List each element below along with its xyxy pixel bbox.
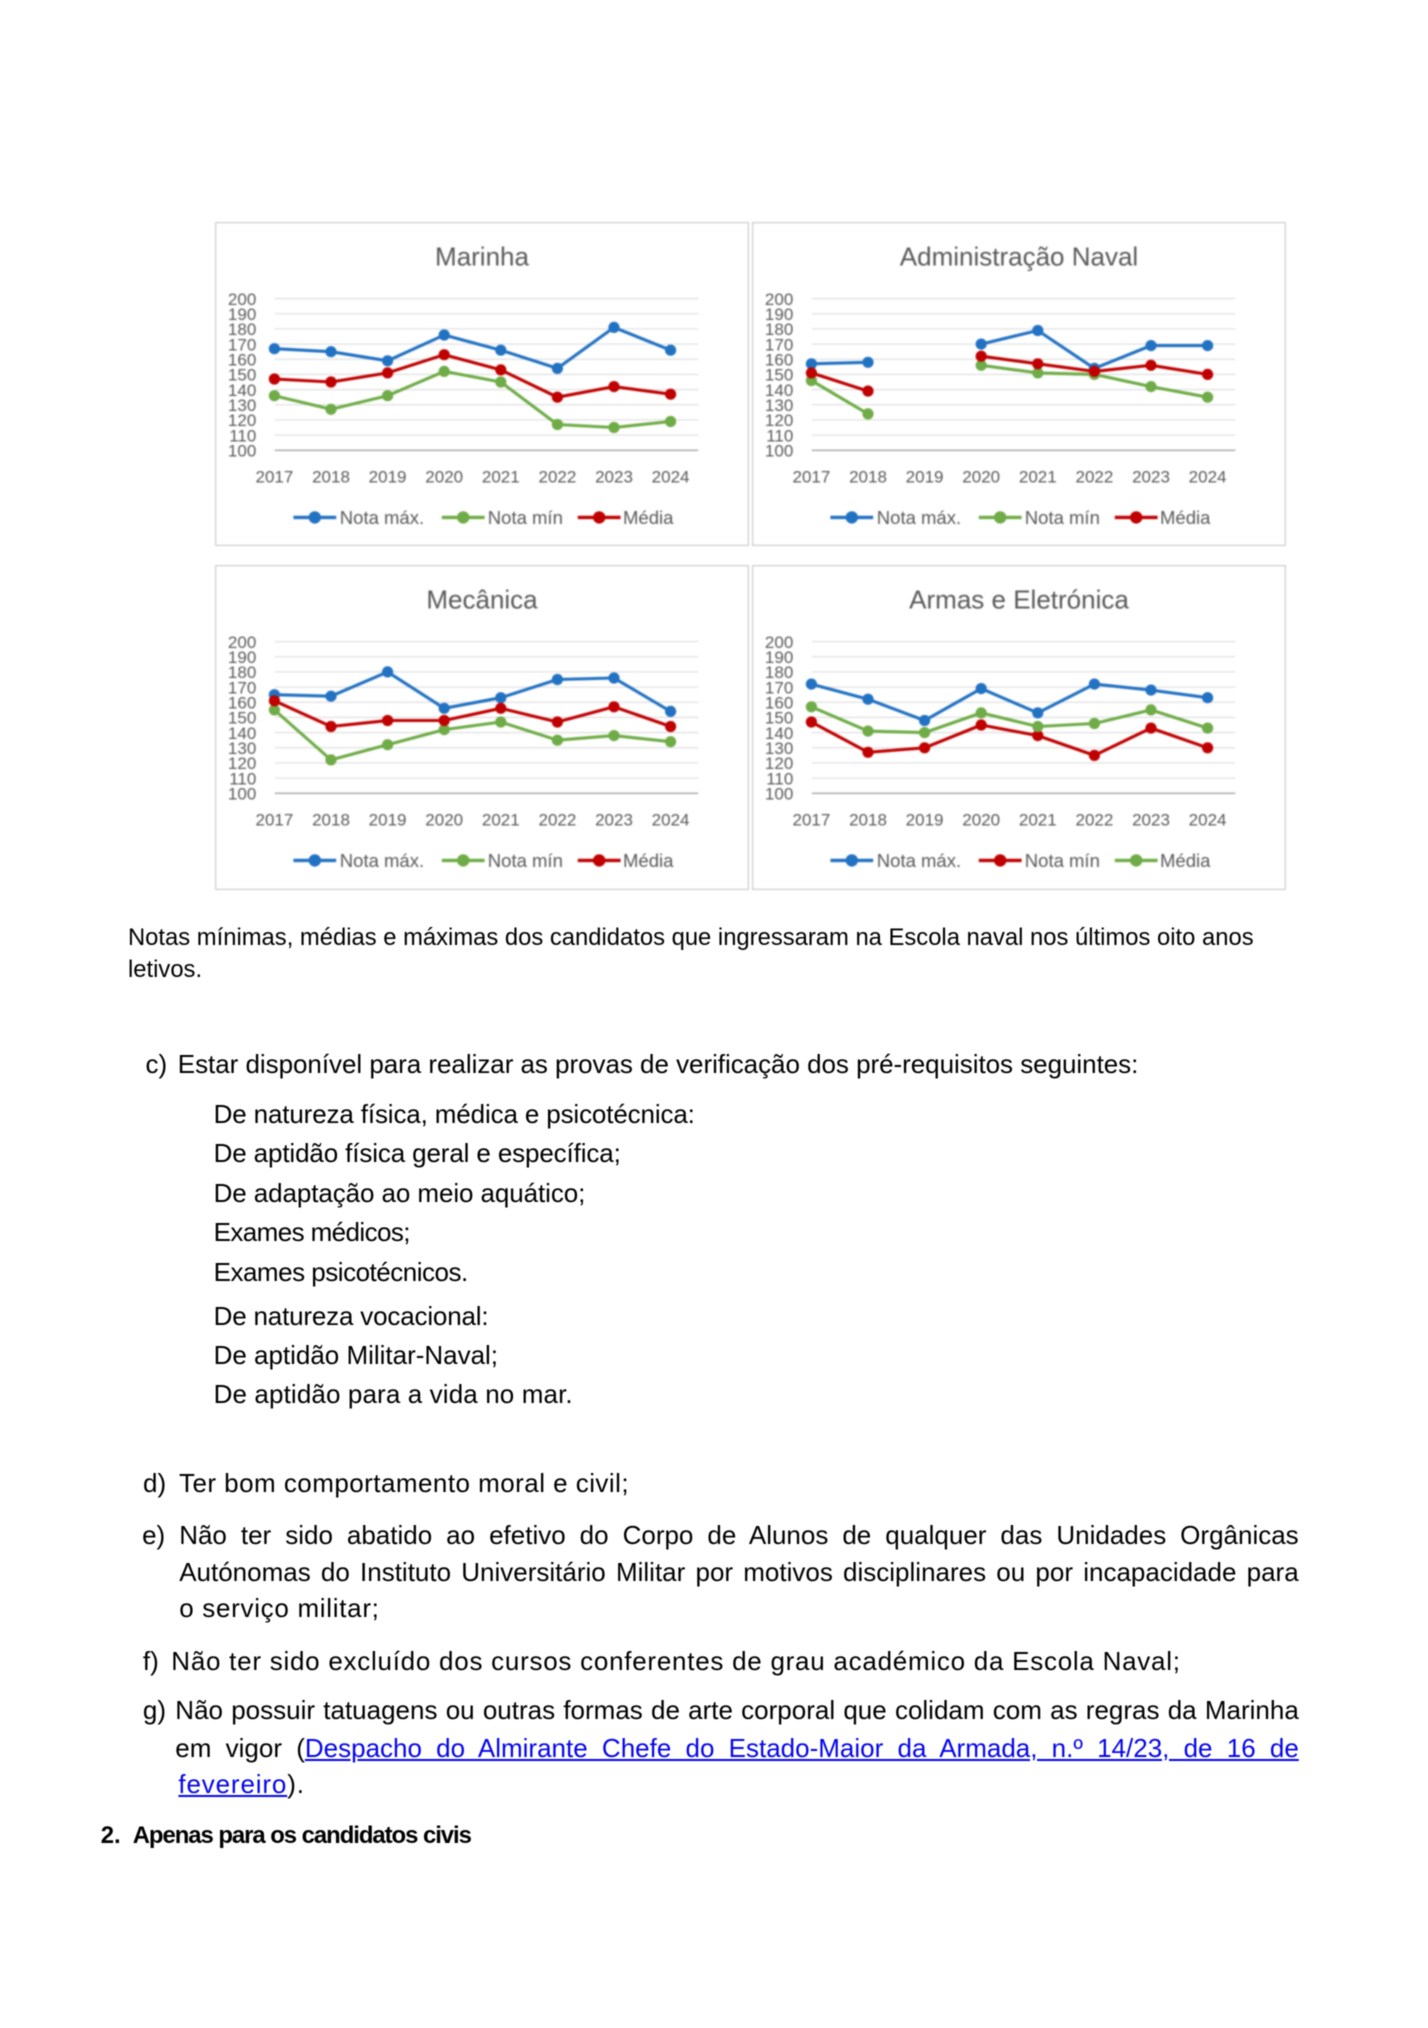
svg-text:Média: Média bbox=[623, 507, 674, 528]
svg-text:150: 150 bbox=[765, 709, 793, 728]
svg-text:Nota mín: Nota mín bbox=[488, 507, 563, 528]
svg-text:200: 200 bbox=[765, 633, 793, 652]
svg-text:200: 200 bbox=[228, 633, 256, 652]
svg-text:Média: Média bbox=[623, 850, 674, 871]
svg-text:160: 160 bbox=[765, 350, 793, 369]
svg-text:2017: 2017 bbox=[792, 467, 830, 486]
svg-text:2022: 2022 bbox=[539, 467, 577, 486]
svg-text:110: 110 bbox=[230, 770, 257, 789]
svg-text:190: 190 bbox=[228, 648, 256, 667]
svg-text:170: 170 bbox=[228, 679, 256, 698]
svg-text:2024: 2024 bbox=[1189, 811, 1227, 830]
svg-text:Nota mín: Nota mín bbox=[1025, 507, 1100, 528]
svg-text:2017: 2017 bbox=[256, 811, 294, 830]
svg-text:2019: 2019 bbox=[369, 467, 407, 486]
svg-text:140: 140 bbox=[765, 724, 793, 743]
svg-text:110: 110 bbox=[766, 770, 793, 789]
svg-text:120: 120 bbox=[765, 411, 793, 430]
svg-text:150: 150 bbox=[228, 709, 256, 728]
svg-text:200: 200 bbox=[765, 289, 793, 308]
svg-text:2020: 2020 bbox=[426, 811, 464, 830]
svg-text:Administração Naval: Administração Naval bbox=[900, 241, 1138, 271]
svg-text:100: 100 bbox=[228, 441, 256, 460]
svg-text:2019: 2019 bbox=[369, 811, 407, 830]
svg-text:2020: 2020 bbox=[962, 811, 1000, 830]
svg-text:2023: 2023 bbox=[1132, 467, 1170, 486]
svg-text:2021: 2021 bbox=[1019, 811, 1057, 830]
svg-text:100: 100 bbox=[765, 441, 793, 460]
svg-text:Nota máx.: Nota máx. bbox=[340, 507, 424, 528]
svg-text:2021: 2021 bbox=[482, 467, 520, 486]
svg-text:2018: 2018 bbox=[312, 467, 350, 486]
svg-text:2022: 2022 bbox=[1075, 811, 1113, 830]
svg-text:160: 160 bbox=[228, 694, 256, 713]
svg-text:2021: 2021 bbox=[482, 811, 520, 830]
svg-text:190: 190 bbox=[228, 305, 256, 324]
svg-text:2021: 2021 bbox=[1019, 467, 1057, 486]
svg-text:2024: 2024 bbox=[652, 467, 690, 486]
svg-text:2023: 2023 bbox=[595, 467, 633, 486]
svg-text:Nota mín: Nota mín bbox=[488, 850, 563, 871]
svg-text:170: 170 bbox=[765, 679, 793, 698]
svg-text:150: 150 bbox=[228, 365, 256, 384]
svg-text:100: 100 bbox=[765, 785, 793, 804]
svg-text:Média: Média bbox=[1160, 507, 1211, 528]
svg-text:130: 130 bbox=[228, 396, 256, 415]
svg-text:2023: 2023 bbox=[1132, 811, 1170, 830]
svg-text:110: 110 bbox=[766, 426, 793, 445]
svg-text:Marinha: Marinha bbox=[435, 241, 529, 271]
svg-text:170: 170 bbox=[228, 335, 256, 354]
svg-text:2024: 2024 bbox=[652, 811, 690, 830]
svg-text:130: 130 bbox=[228, 739, 256, 758]
svg-text:2022: 2022 bbox=[1075, 467, 1113, 486]
svg-text:Nota máx.: Nota máx. bbox=[877, 850, 961, 871]
svg-text:Nota mín: Nota mín bbox=[1025, 850, 1100, 871]
svg-text:Mecânica: Mecânica bbox=[427, 585, 539, 615]
svg-text:130: 130 bbox=[765, 396, 793, 415]
svg-text:150: 150 bbox=[765, 365, 793, 384]
svg-text:130: 130 bbox=[765, 739, 793, 758]
svg-text:200: 200 bbox=[228, 289, 256, 308]
svg-text:2020: 2020 bbox=[962, 467, 1000, 486]
svg-text:2023: 2023 bbox=[595, 811, 633, 830]
svg-text:160: 160 bbox=[765, 694, 793, 713]
svg-text:100: 100 bbox=[228, 785, 256, 804]
svg-text:Nota máx.: Nota máx. bbox=[340, 850, 424, 871]
svg-text:140: 140 bbox=[228, 380, 256, 399]
svg-text:Média: Média bbox=[1160, 850, 1211, 871]
svg-text:2017: 2017 bbox=[256, 467, 294, 486]
svg-text:140: 140 bbox=[765, 380, 793, 399]
svg-text:2020: 2020 bbox=[426, 467, 464, 486]
svg-text:2018: 2018 bbox=[849, 811, 887, 830]
svg-text:110: 110 bbox=[230, 426, 257, 445]
svg-text:180: 180 bbox=[228, 663, 256, 682]
svg-text:Armas e Eletrónica: Armas e Eletrónica bbox=[909, 585, 1129, 615]
svg-text:160: 160 bbox=[228, 350, 256, 369]
svg-text:180: 180 bbox=[228, 320, 256, 339]
svg-text:120: 120 bbox=[765, 754, 793, 773]
svg-text:190: 190 bbox=[765, 648, 793, 667]
svg-text:2018: 2018 bbox=[849, 467, 887, 486]
svg-text:2017: 2017 bbox=[792, 811, 830, 830]
svg-text:2024: 2024 bbox=[1189, 467, 1227, 486]
svg-text:170: 170 bbox=[765, 335, 793, 354]
svg-text:190: 190 bbox=[765, 305, 793, 324]
svg-text:2019: 2019 bbox=[906, 811, 944, 830]
svg-text:2022: 2022 bbox=[539, 811, 577, 830]
svg-text:Nota máx.: Nota máx. bbox=[877, 507, 961, 528]
svg-text:180: 180 bbox=[765, 320, 793, 339]
svg-text:140: 140 bbox=[228, 724, 256, 743]
svg-text:120: 120 bbox=[228, 411, 256, 430]
svg-text:120: 120 bbox=[228, 754, 256, 773]
svg-text:2018: 2018 bbox=[312, 811, 350, 830]
svg-text:2019: 2019 bbox=[906, 467, 944, 486]
svg-text:180: 180 bbox=[765, 663, 793, 682]
